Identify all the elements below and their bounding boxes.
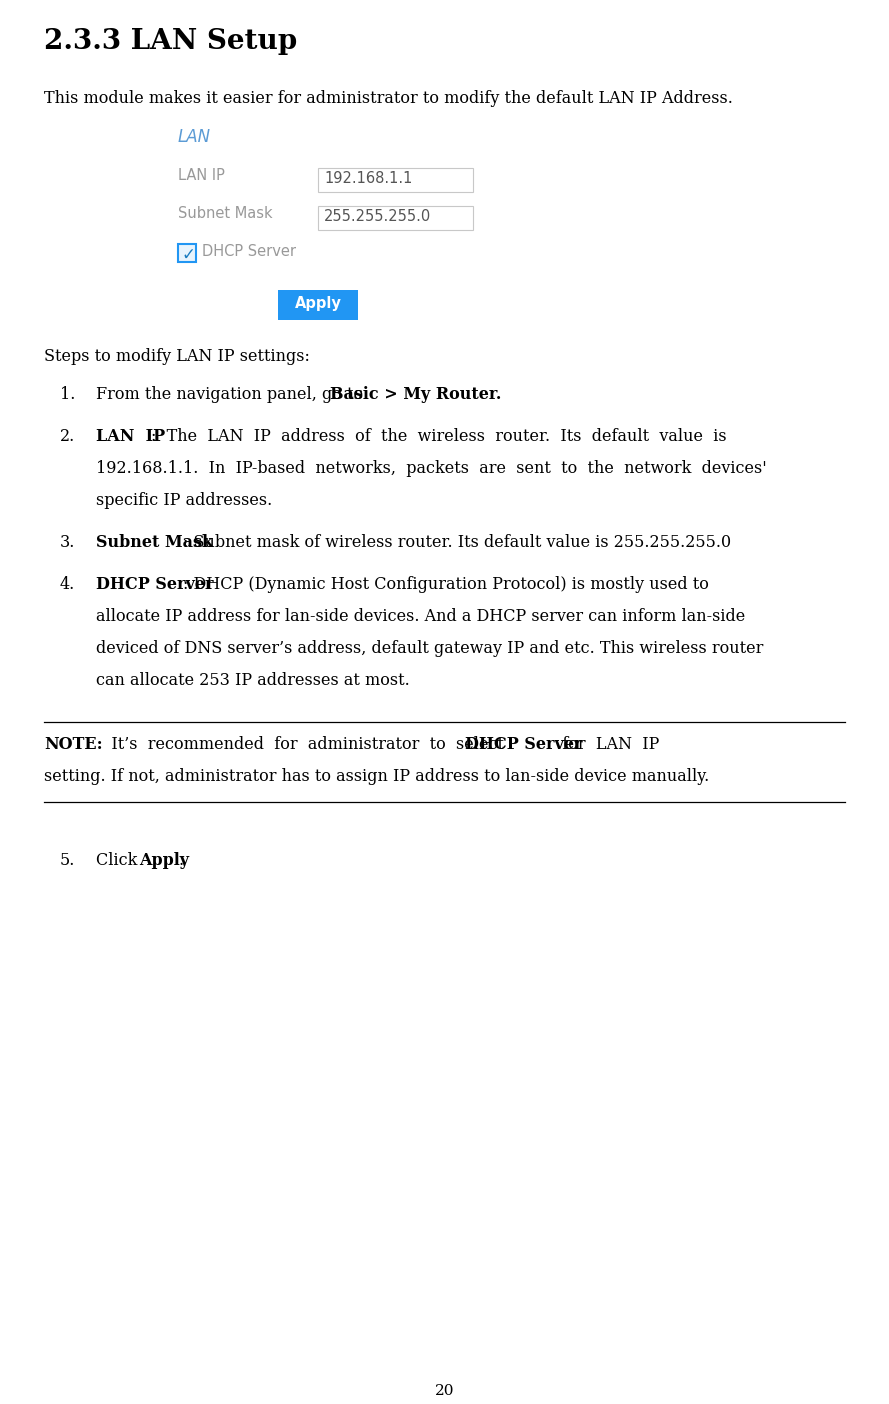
Text: Steps to modify LAN IP settings:: Steps to modify LAN IP settings: — [44, 348, 310, 365]
Text: 20: 20 — [435, 1384, 454, 1398]
Text: 2.3.3 LAN Setup: 2.3.3 LAN Setup — [44, 28, 297, 55]
Text: for  LAN  IP: for LAN IP — [552, 736, 660, 753]
Text: DHCP Server: DHCP Server — [465, 736, 582, 753]
Text: 5.: 5. — [60, 852, 76, 869]
Text: : DHCP (Dynamic Host Configuration Protocol) is mostly used to: : DHCP (Dynamic Host Configuration Proto… — [183, 576, 709, 592]
Text: : Subnet mask of wireless router. Its default value is 255.255.255.0: : Subnet mask of wireless router. Its de… — [183, 534, 731, 550]
Text: NOTE:: NOTE: — [44, 736, 102, 753]
Text: DHCP Server: DHCP Server — [96, 576, 213, 592]
Text: DHCP Server: DHCP Server — [202, 244, 296, 258]
Text: can allocate 253 IP addresses at most.: can allocate 253 IP addresses at most. — [96, 673, 410, 689]
Text: 2.: 2. — [60, 428, 76, 445]
FancyBboxPatch shape — [318, 168, 473, 192]
Text: Click: Click — [96, 852, 142, 869]
Text: ✓: ✓ — [181, 246, 195, 264]
Text: From the navigation panel, go to: From the navigation panel, go to — [96, 386, 368, 403]
Text: LAN  IP: LAN IP — [96, 428, 165, 445]
Text: .: . — [179, 852, 184, 869]
Text: Subnet Mask: Subnet Mask — [96, 534, 213, 550]
Text: 3.: 3. — [60, 534, 76, 550]
FancyBboxPatch shape — [318, 206, 473, 230]
Text: 1.: 1. — [60, 386, 76, 403]
Text: LAN IP: LAN IP — [178, 168, 225, 183]
Text: :  The  LAN  IP  address  of  the  wireless  router.  Its  default  value  is: : The LAN IP address of the wireless rou… — [151, 428, 726, 445]
Text: 255.255.255.0: 255.255.255.0 — [324, 209, 431, 225]
Text: Apply: Apply — [294, 296, 341, 312]
Text: setting. If not, administrator has to assign IP address to lan-side device manua: setting. If not, administrator has to as… — [44, 768, 709, 785]
Text: Basic > My Router.: Basic > My Router. — [330, 386, 501, 403]
Text: Subnet Mask: Subnet Mask — [178, 206, 273, 220]
Text: specific IP addresses.: specific IP addresses. — [96, 491, 272, 510]
FancyBboxPatch shape — [278, 291, 358, 320]
Text: deviced of DNS server’s address, default gateway IP and etc. This wireless route: deviced of DNS server’s address, default… — [96, 640, 764, 657]
Text: 192.168.1.1: 192.168.1.1 — [324, 171, 412, 185]
Text: LAN: LAN — [178, 128, 211, 146]
Text: allocate IP address for lan-side devices. And a DHCP server can inform lan-side: allocate IP address for lan-side devices… — [96, 608, 745, 625]
Text: Apply: Apply — [139, 852, 189, 869]
Text: It’s  recommended  for  administrator  to  select: It’s recommended for administrator to se… — [96, 736, 509, 753]
FancyBboxPatch shape — [178, 244, 196, 263]
Text: This module makes it easier for administrator to modify the default LAN IP Addre: This module makes it easier for administ… — [44, 90, 733, 107]
Text: 192.168.1.1.  In  IP-based  networks,  packets  are  sent  to  the  network  dev: 192.168.1.1. In IP-based networks, packe… — [96, 461, 766, 477]
Text: 4.: 4. — [60, 576, 76, 592]
